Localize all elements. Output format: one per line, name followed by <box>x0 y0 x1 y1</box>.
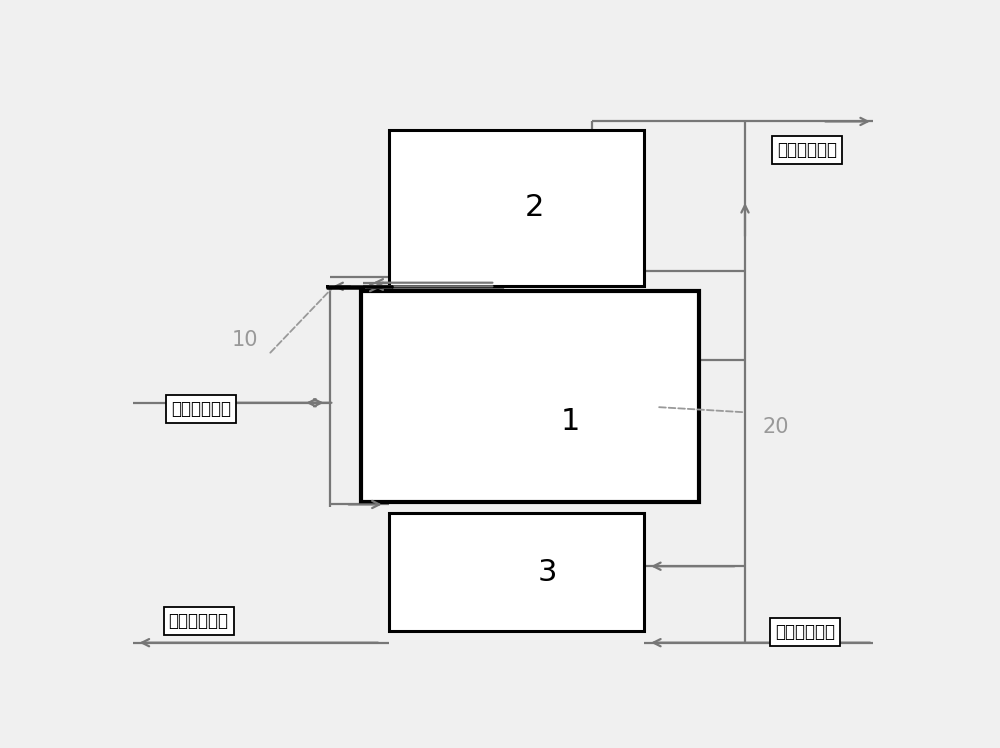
Text: 一次网热水进: 一次网热水进 <box>171 400 231 418</box>
Bar <box>361 292 698 502</box>
Text: 二次网热水回: 二次网热水回 <box>777 141 837 159</box>
Text: 3: 3 <box>537 557 557 586</box>
Text: 1: 1 <box>561 407 580 436</box>
Text: 2: 2 <box>525 193 544 222</box>
Bar <box>388 513 644 631</box>
Bar <box>388 130 644 286</box>
Text: 二次网热水进: 二次网热水进 <box>775 623 835 641</box>
Text: 10: 10 <box>232 331 258 350</box>
Text: 20: 20 <box>763 417 789 437</box>
Text: 一次网热水回: 一次网热水回 <box>169 612 229 630</box>
